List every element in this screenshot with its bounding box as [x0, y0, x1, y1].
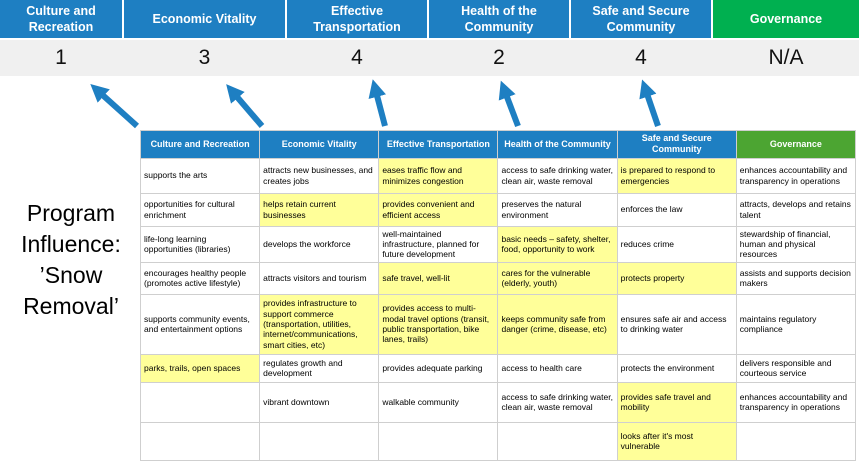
table-cell: reduces crime: [616, 225, 737, 263]
table-cell: [497, 421, 618, 461]
column-header-governance: Governance: [735, 130, 857, 159]
table-cell: enforces the law: [616, 192, 737, 227]
table-cell: maintains regulatory compliance: [735, 293, 857, 355]
table-row: parks, trails, open spaces regulates grow…: [139, 353, 857, 383]
score-governance: N/A: [768, 46, 804, 69]
table-cell: eases traffic flow and minimizes congest…: [378, 157, 499, 194]
column-header-effective-transportation: Effective Transportation: [378, 130, 499, 159]
table-cell: attracts new businesses, and creates job…: [259, 157, 380, 194]
table-cell: enhances accountability and transparency…: [735, 157, 857, 194]
table-cell: regulates growth and development: [259, 353, 380, 383]
table-cell: [378, 421, 499, 461]
score-row: 1 3 4 2 4 N/A: [0, 40, 859, 76]
score-economic-vitality: 3: [198, 46, 211, 69]
table-cell: basic needs – safety, shelter, food, opp…: [497, 225, 618, 263]
table-cell: delivers responsible and courteous servi…: [735, 353, 857, 383]
table-cell: cares for the vulnerable (elderly, youth…: [497, 261, 618, 295]
table-cell: [139, 421, 261, 461]
table-cell: provides safe travel and mobility: [616, 381, 737, 423]
table-cell: ensures safe air and access to drinking …: [616, 293, 737, 355]
table-cell: protects property: [616, 261, 737, 295]
table-cell: provides convenient and efficient access: [378, 192, 499, 227]
table-cell: develops the workforce: [259, 225, 380, 263]
table-cell: provides adequate parking: [378, 353, 499, 383]
up-arrow: [90, 83, 140, 129]
table-cell: provides infrastructure to support comme…: [259, 293, 380, 355]
table-cell: walkable community: [378, 381, 499, 423]
table-cell: attracts visitors and tourism: [259, 261, 380, 295]
table-cell: encourages healthy people (promotes acti…: [139, 261, 261, 295]
table-cell: access to safe drinking water, clean air…: [497, 381, 618, 423]
arrows-layer: [90, 79, 661, 129]
matrix-header-row: Culture and Recreation Economic Vitality E…: [139, 130, 857, 159]
score-effective-transportation: 4: [351, 46, 363, 69]
table-row: opportunities for cultural enrichment hel…: [139, 192, 857, 227]
table-row: supports community events, and entertain…: [139, 293, 857, 355]
table-cell: supports community events, and entertain…: [139, 293, 261, 355]
column-header-health-of-the-community: Health of the Community: [497, 130, 618, 159]
category-header-effective-transportation: Effective Transportation: [287, 0, 427, 38]
table-cell: helps retain current businesses: [259, 192, 380, 227]
score-safe-and-secure-community: 4: [635, 46, 647, 69]
table-cell: attracts, develops and retains talent: [735, 192, 857, 227]
table-cell: is prepared to respond to emergencies: [616, 157, 737, 194]
table-row: encourages healthy people (promotes acti…: [139, 261, 857, 295]
table-cell: stewardship of financial, human and phys…: [735, 225, 857, 263]
table-cell: preserves the natural environment: [497, 192, 618, 227]
table-cell: assists and supports decision makers: [735, 261, 857, 295]
page-title: Program Influence: ’Snow Removal’: [21, 200, 121, 320]
influence-matrix-table: Culture and Recreation Economic Vitality E…: [139, 130, 857, 461]
table-row: life-long learning opportunities (librar…: [139, 225, 857, 263]
table-cell: vibrant downtown: [259, 381, 380, 423]
table-cell: [259, 421, 380, 461]
up-arrow: [639, 79, 661, 127]
column-header-economic-vitality: Economic Vitality: [259, 130, 380, 159]
up-arrow: [368, 79, 388, 127]
table-cell: keeps community safe from danger (crime,…: [497, 293, 618, 355]
table-cell: enhances accountability and transparency…: [735, 381, 857, 423]
table-cell: [139, 381, 261, 423]
table-cell: looks after it's most vulnerable: [616, 421, 737, 461]
table-cell: well-maintained infrastructure, planned …: [378, 225, 499, 263]
column-header-culture-and-recreation: Culture and Recreation: [139, 130, 261, 159]
table-cell: opportunities for cultural enrichment: [139, 192, 261, 227]
score-health-of-the-community: 2: [493, 46, 505, 69]
up-arrow: [498, 80, 521, 128]
category-header-governance: Governance: [713, 0, 859, 38]
category-header-row: Culture and Recreation Economic Vitality E…: [0, 0, 859, 38]
table-row: supports the arts attracts new businesses…: [139, 157, 857, 194]
matrix-body: supports the arts attracts new businesses…: [139, 157, 857, 461]
column-header-safe-and-secure-community: Safe and Secure Community: [616, 130, 737, 159]
table-cell: access to health care: [497, 353, 618, 383]
table-cell: safe travel, well-lit: [378, 261, 499, 295]
table-row: looks after it's most vulnerable: [139, 421, 857, 461]
table-cell: access to safe drinking water, clean air…: [497, 157, 618, 194]
score-culture-and-recreation: 1: [55, 46, 67, 69]
category-header-safe-and-secure-community: Safe and Secure Community: [571, 0, 711, 38]
table-cell: provides access to multi-modal travel op…: [378, 293, 499, 355]
category-header-health-of-the-community: Health of the Community: [429, 0, 569, 38]
table-cell: supports the arts: [139, 157, 261, 194]
up-arrow: [226, 84, 265, 128]
category-header-economic-vitality: Economic Vitality: [124, 0, 285, 38]
table-cell: life-long learning opportunities (librar…: [139, 225, 261, 263]
table-cell: [735, 421, 857, 461]
table-cell: protects the environment: [616, 353, 737, 383]
matrix-head: Culture and Recreation Economic Vitality E…: [139, 130, 857, 159]
category-header-culture-and-recreation: Culture and Recreation: [0, 0, 122, 38]
table-cell: parks, trails, open spaces: [139, 353, 261, 383]
table-row: vibrant downtown walkable community access…: [139, 381, 857, 423]
